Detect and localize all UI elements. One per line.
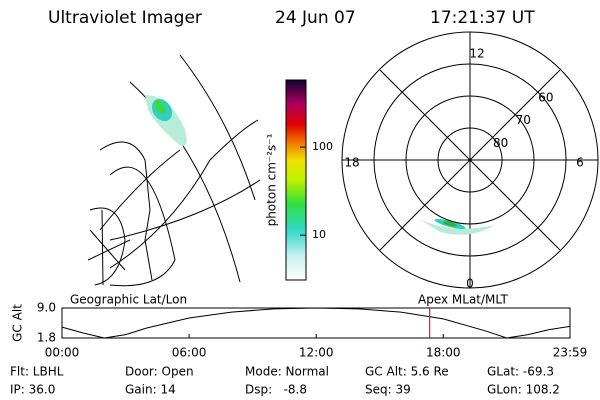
lat-label: 80 — [493, 136, 508, 150]
geo-map — [87, 54, 261, 287]
altitude-curve — [61, 307, 571, 339]
colorbar-tick-label: 100 — [312, 140, 333, 153]
info-field: IP: 36.0 — [10, 383, 55, 397]
info-field: Door: Open — [125, 365, 194, 379]
polar-label: Apex MLat/MLT — [418, 293, 508, 307]
y-tick-label: 1.8 — [37, 331, 56, 345]
title: Ultraviolet Imager — [48, 8, 202, 28]
mlt-label: 0 — [466, 277, 474, 291]
mlt-label: 12 — [469, 47, 484, 61]
x-tick-label: 00:00 — [45, 346, 80, 360]
info-field: GLat: -69.3 — [487, 365, 554, 379]
lat-ring — [373, 63, 567, 257]
lat-ring — [437, 127, 503, 193]
info-field: Flt: LBHL — [10, 365, 64, 379]
info-field: Dsp: -8.8 — [245, 383, 307, 397]
x-tick-label: 18:00 — [426, 346, 461, 360]
colorbar — [285, 79, 307, 281]
x-tick-label: 23:59 — [553, 346, 588, 360]
mlt-label: 18 — [344, 156, 359, 170]
polar-grid — [341, 31, 599, 289]
lat-ring — [405, 95, 535, 225]
time: 17:21:37 UT — [430, 8, 535, 28]
y-tick-label: 9.0 — [37, 301, 56, 315]
x-tick-label: 12:00 — [299, 346, 334, 360]
info-field: GC Alt: 5.6 Re — [365, 365, 449, 379]
info-field: Mode: Normal — [245, 365, 329, 379]
lat-label: 70 — [516, 113, 531, 127]
x-tick-label: 06:00 — [172, 346, 207, 360]
colorbar-label: photon cm⁻²s⁻¹ — [265, 133, 279, 226]
lat-label: 60 — [538, 91, 553, 105]
altitude-label: GC Alt — [11, 304, 25, 342]
date: 24 Jun 07 — [275, 8, 356, 28]
mlt-label: 6 — [576, 156, 584, 170]
colorbar-tick-label: 10 — [312, 228, 326, 241]
info-field: GLon: 108.2 — [487, 383, 560, 397]
info-field: Gain: 14 — [125, 383, 176, 397]
geo-label: Geographic Lat/Lon — [70, 293, 187, 307]
info-field: Seq: 39 — [365, 383, 411, 397]
